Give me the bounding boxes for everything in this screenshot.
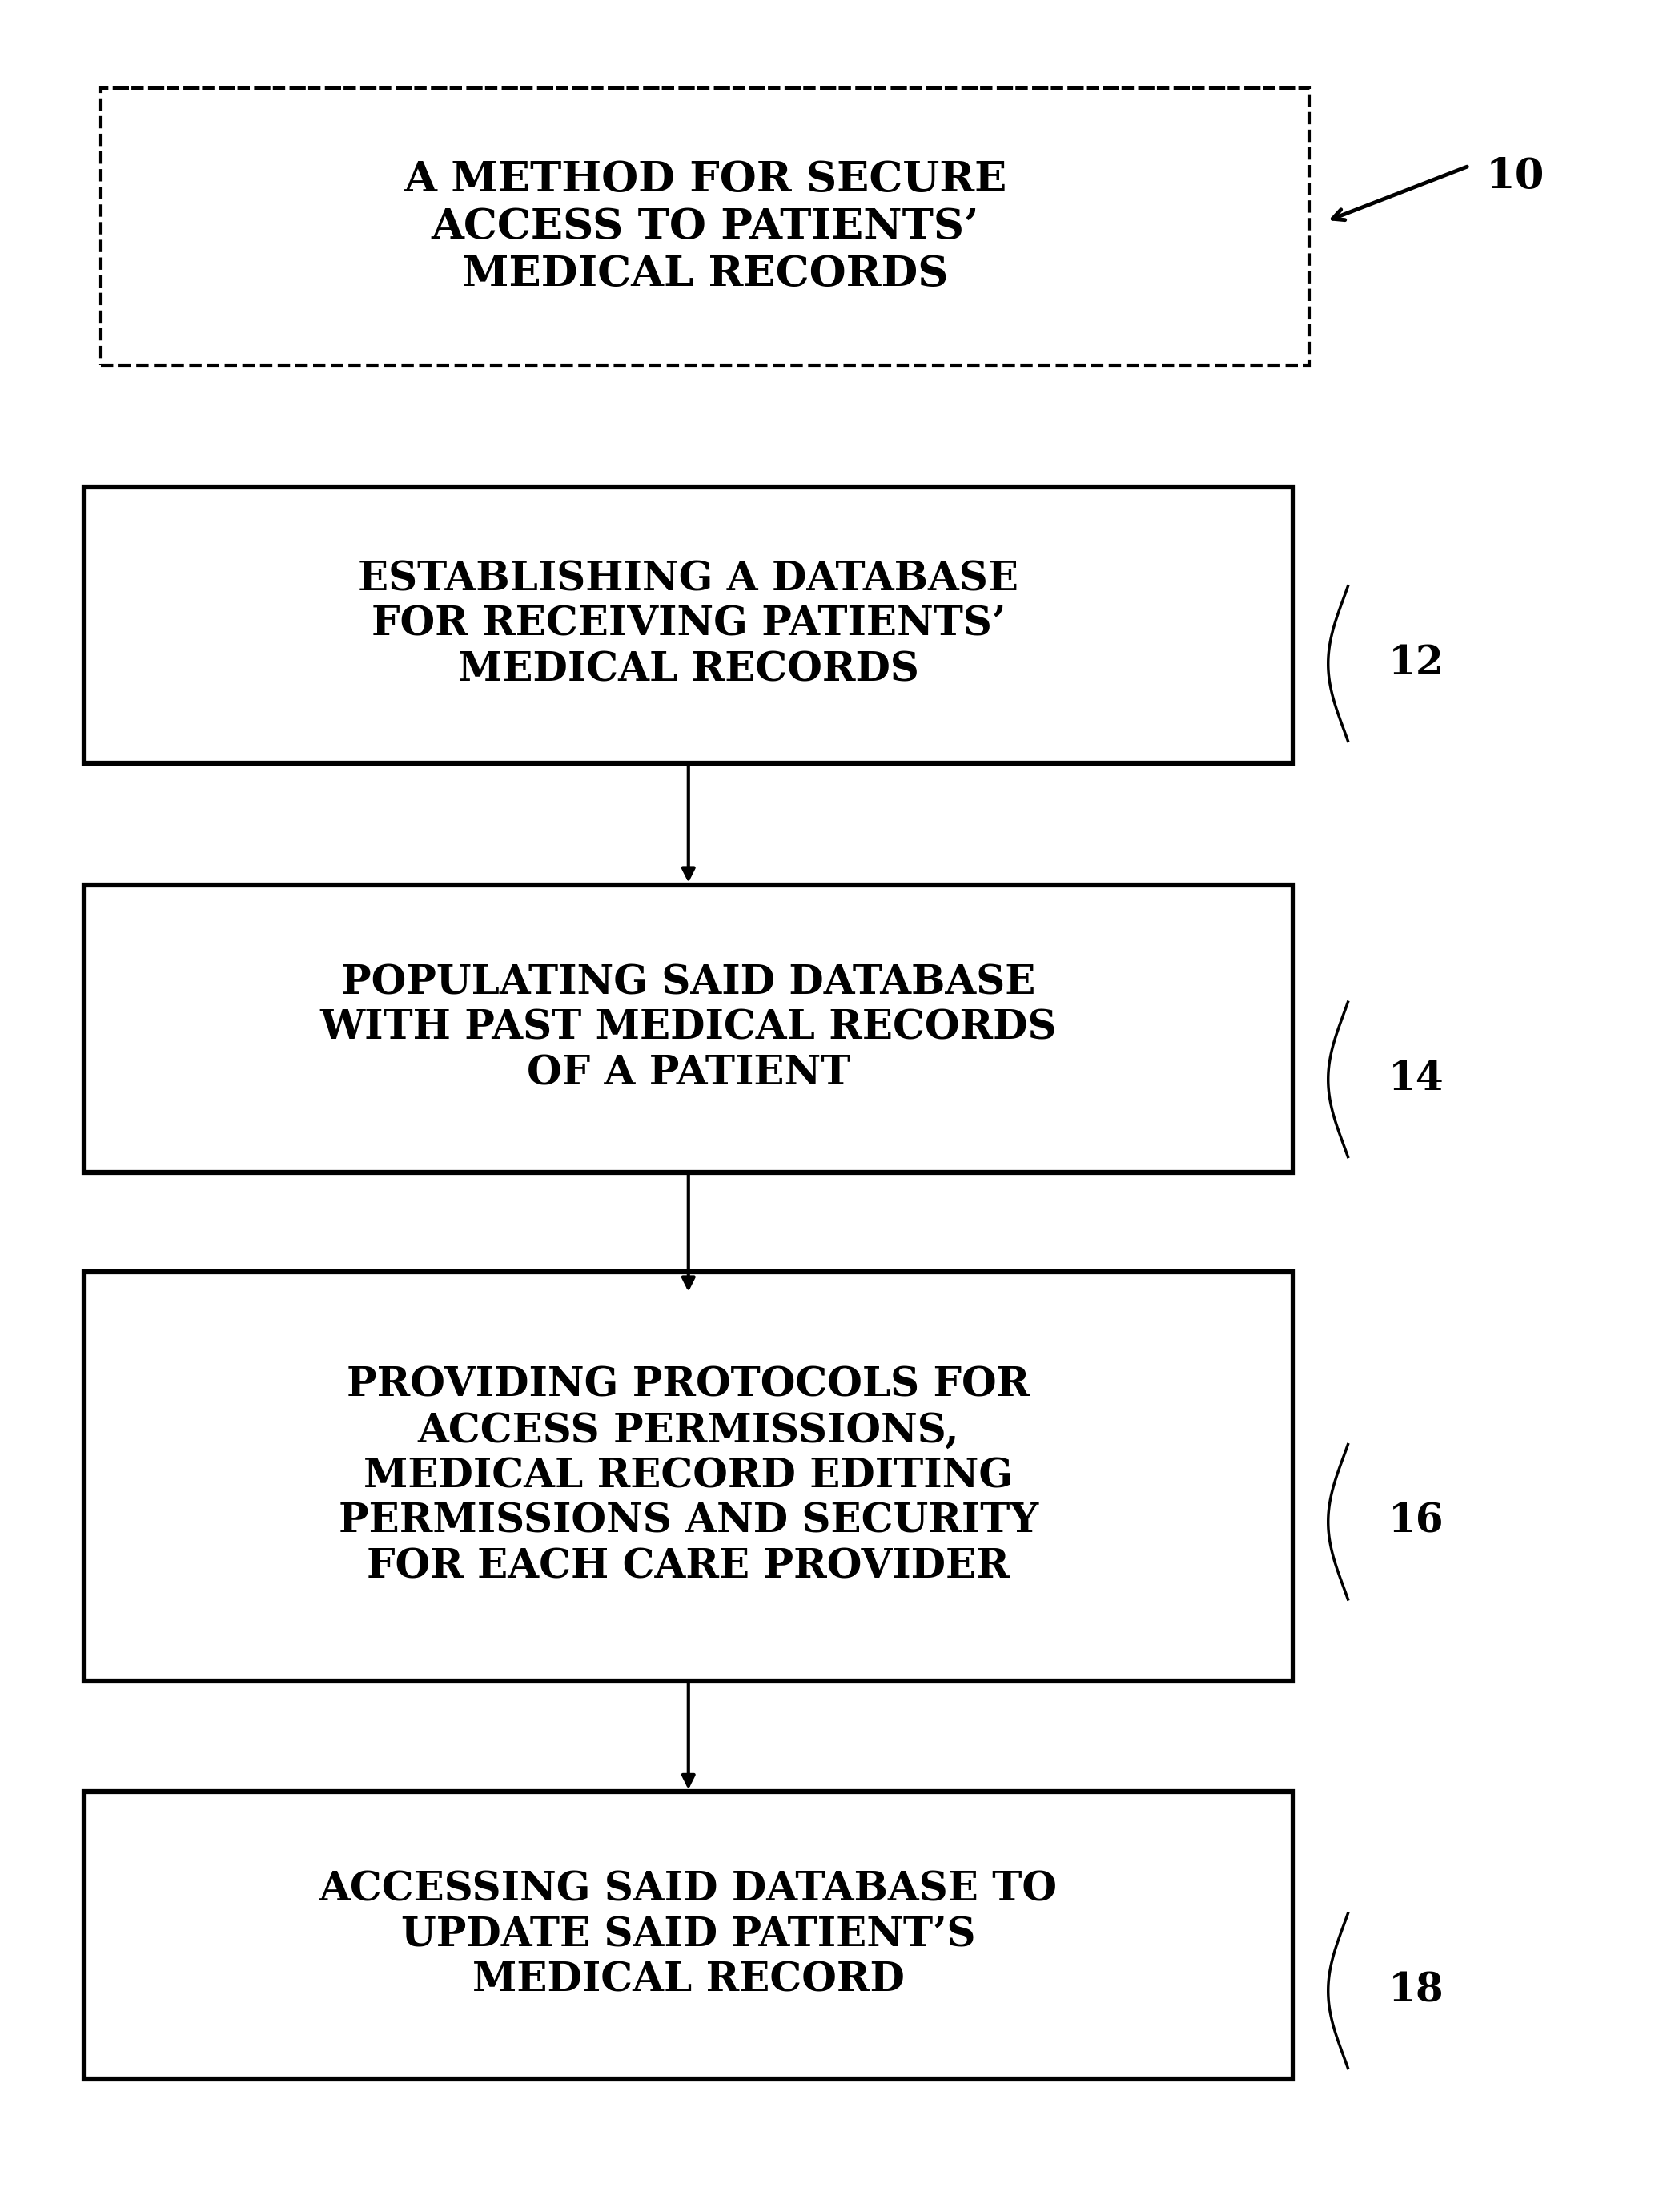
Text: A METHOD FOR SECURE
ACCESS TO PATIENTS’
MEDICAL RECORDS: A METHOD FOR SECURE ACCESS TO PATIENTS’ … (403, 159, 1007, 294)
Text: 12: 12 (1389, 644, 1444, 684)
FancyBboxPatch shape (84, 1792, 1293, 2079)
FancyBboxPatch shape (101, 88, 1310, 365)
Text: 16: 16 (1389, 1502, 1444, 1542)
Text: POPULATING SAID DATABASE
WITH PAST MEDICAL RECORDS
OF A PATIENT: POPULATING SAID DATABASE WITH PAST MEDIC… (321, 964, 1056, 1093)
Text: PROVIDING PROTOCOLS FOR
ACCESS PERMISSIONS,
MEDICAL RECORD EDITING
PERMISSIONS A: PROVIDING PROTOCOLS FOR ACCESS PERMISSIO… (339, 1367, 1038, 1586)
FancyBboxPatch shape (84, 885, 1293, 1172)
Text: ESTABLISHING A DATABASE
FOR RECEIVING PATIENTS’
MEDICAL RECORDS: ESTABLISHING A DATABASE FOR RECEIVING PA… (358, 560, 1019, 690)
FancyBboxPatch shape (84, 487, 1293, 763)
Text: 18: 18 (1389, 1971, 1444, 2011)
Text: ACCESSING SAID DATABASE TO
UPDATE SAID PATIENT’S
MEDICAL RECORD: ACCESSING SAID DATABASE TO UPDATE SAID P… (319, 1871, 1058, 2000)
FancyBboxPatch shape (84, 1272, 1293, 1681)
Text: 14: 14 (1389, 1060, 1444, 1099)
Text: 10: 10 (1486, 157, 1545, 197)
